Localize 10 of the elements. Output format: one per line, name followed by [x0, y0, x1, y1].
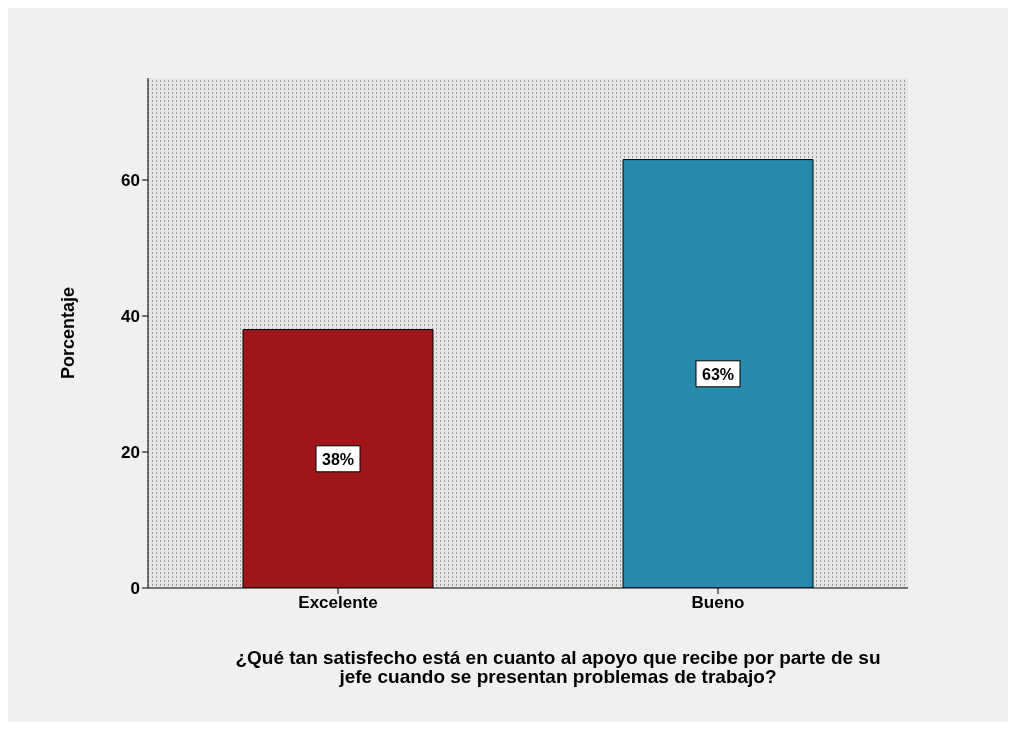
data-label: 38% — [321, 450, 355, 468]
data-label: 63% — [701, 365, 735, 383]
y-axis-title: Porcentaje — [58, 286, 79, 380]
x-tick-label: Excelente — [298, 593, 378, 613]
y-tick-label: 0 — [130, 579, 140, 599]
y-tick-label: 20 — [121, 443, 140, 463]
y-tick-label: 40 — [121, 307, 140, 327]
y-tick-label: 60 — [121, 171, 140, 191]
x-axis-title: ¿Qué tan satisfecho está en cuanto al apoyo que recibe por parte de su jefe cuando se presentan problemas de trabajo? — [234, 647, 882, 687]
x-tick-label: Bueno — [691, 593, 745, 613]
